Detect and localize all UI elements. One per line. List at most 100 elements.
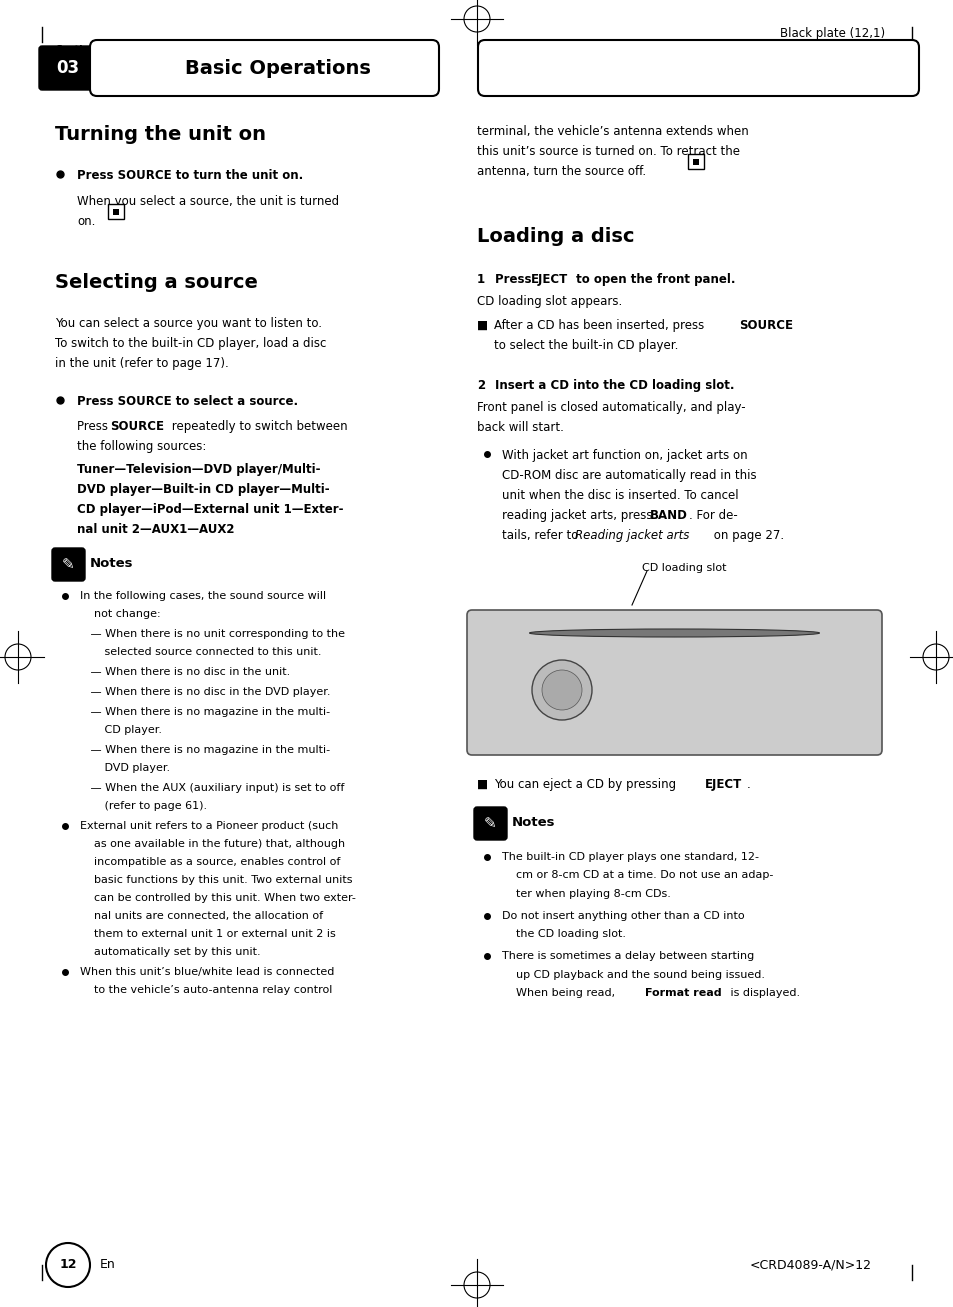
FancyBboxPatch shape xyxy=(687,154,703,169)
Text: Black plate (12,1): Black plate (12,1) xyxy=(780,27,884,41)
Text: En: En xyxy=(100,1259,115,1272)
Text: unit when the disc is inserted. To cancel: unit when the disc is inserted. To cance… xyxy=(501,489,738,502)
Text: DVD player.: DVD player. xyxy=(80,763,170,772)
Text: the following sources:: the following sources: xyxy=(77,440,206,454)
FancyBboxPatch shape xyxy=(474,806,506,840)
Text: on.: on. xyxy=(77,214,95,227)
Text: incompatible as a source, enables control of: incompatible as a source, enables contro… xyxy=(80,857,340,867)
Text: antenna, turn the source off.: antenna, turn the source off. xyxy=(476,165,645,178)
FancyBboxPatch shape xyxy=(112,209,119,214)
Text: When being read,: When being read, xyxy=(501,988,618,999)
Text: Front panel is closed automatically, and play-: Front panel is closed automatically, and… xyxy=(476,401,745,414)
Text: 12: 12 xyxy=(59,1259,76,1272)
Text: nal units are connected, the allocation of: nal units are connected, the allocation … xyxy=(80,911,323,921)
Text: With jacket art function on, jacket arts on: With jacket art function on, jacket arts… xyxy=(501,450,747,461)
Text: .: . xyxy=(746,778,750,791)
Text: To switch to the built-in CD player, load a disc: To switch to the built-in CD player, loa… xyxy=(55,337,326,350)
Text: nal unit 2—AUX1—AUX2: nal unit 2—AUX1—AUX2 xyxy=(77,523,234,536)
Text: Press SOURCE to turn the unit on.: Press SOURCE to turn the unit on. xyxy=(77,169,303,182)
Text: <CRD4089-A/N>12: <CRD4089-A/N>12 xyxy=(749,1259,871,1272)
Text: In the following cases, the sound source will: In the following cases, the sound source… xyxy=(80,591,326,601)
Text: Press SOURCE to select a source.: Press SOURCE to select a source. xyxy=(77,395,297,408)
Text: CD player—iPod—External unit 1—Exter-: CD player—iPod—External unit 1—Exter- xyxy=(77,503,343,516)
Text: When this unit’s blue/white lead is connected: When this unit’s blue/white lead is conn… xyxy=(80,967,334,978)
Text: up CD playback and the sound being issued.: up CD playback and the sound being issue… xyxy=(501,970,764,980)
Text: is displayed.: is displayed. xyxy=(726,988,800,999)
Text: External unit refers to a Pioneer product (such: External unit refers to a Pioneer produc… xyxy=(80,821,338,831)
Text: You can eject a CD by pressing: You can eject a CD by pressing xyxy=(494,778,679,791)
Text: BAND: BAND xyxy=(649,508,687,521)
Text: — When there is no unit corresponding to the: — When there is no unit corresponding to… xyxy=(80,629,345,639)
Text: Press: Press xyxy=(495,273,535,286)
Text: CD loading slot: CD loading slot xyxy=(641,563,726,572)
Text: Reading jacket arts: Reading jacket arts xyxy=(575,529,689,542)
Text: them to external unit 1 or external unit 2 is: them to external unit 1 or external unit… xyxy=(80,929,335,938)
Text: (refer to page 61).: (refer to page 61). xyxy=(80,801,207,812)
Circle shape xyxy=(532,660,592,720)
Text: CD-ROM disc are automatically read in this: CD-ROM disc are automatically read in th… xyxy=(501,469,756,482)
Text: Basic Operations: Basic Operations xyxy=(185,59,371,77)
Text: SOURCE: SOURCE xyxy=(739,319,792,332)
Text: automatically set by this unit.: automatically set by this unit. xyxy=(80,948,260,957)
Text: — When there is no disc in the unit.: — When there is no disc in the unit. xyxy=(80,667,290,677)
Text: 1: 1 xyxy=(476,273,485,286)
Text: Tuner—Television—DVD player/Multi-: Tuner—Television—DVD player/Multi- xyxy=(77,463,320,476)
Text: 2: 2 xyxy=(476,379,485,392)
Text: cm or 8-cm CD at a time. Do not use an adap-: cm or 8-cm CD at a time. Do not use an a… xyxy=(501,870,773,881)
Text: the CD loading slot.: the CD loading slot. xyxy=(501,929,625,940)
FancyBboxPatch shape xyxy=(90,41,438,95)
Text: not change:: not change: xyxy=(80,609,160,620)
Text: Notes: Notes xyxy=(512,816,555,829)
Text: Insert a CD into the CD loading slot.: Insert a CD into the CD loading slot. xyxy=(495,379,734,392)
Text: CD player.: CD player. xyxy=(80,725,162,735)
FancyBboxPatch shape xyxy=(692,159,699,165)
Text: The built-in CD player plays one standard, 12-: The built-in CD player plays one standar… xyxy=(501,852,759,863)
Text: in the unit (refer to page 17).: in the unit (refer to page 17). xyxy=(55,357,229,370)
Text: Section: Section xyxy=(55,44,96,55)
Text: When you select a source, the unit is turned: When you select a source, the unit is tu… xyxy=(77,195,338,208)
Text: Press: Press xyxy=(77,420,112,433)
Text: on page 27.: on page 27. xyxy=(709,529,783,542)
Text: repeatedly to switch between: repeatedly to switch between xyxy=(168,420,347,433)
Text: After a CD has been inserted, press: After a CD has been inserted, press xyxy=(494,319,707,332)
Text: to open the front panel.: to open the front panel. xyxy=(572,273,735,286)
Text: ✎: ✎ xyxy=(62,557,74,572)
Text: to select the built-in CD player.: to select the built-in CD player. xyxy=(494,339,678,352)
Text: reading jacket arts, press: reading jacket arts, press xyxy=(501,508,656,521)
Text: ter when playing 8-cm CDs.: ter when playing 8-cm CDs. xyxy=(501,889,670,899)
Text: Selecting a source: Selecting a source xyxy=(55,273,257,291)
Text: ■: ■ xyxy=(476,319,488,332)
Text: You can select a source you want to listen to.: You can select a source you want to list… xyxy=(55,318,322,329)
Text: CD loading slot appears.: CD loading slot appears. xyxy=(476,295,621,308)
FancyBboxPatch shape xyxy=(467,610,882,755)
Text: as one available in the future) that, although: as one available in the future) that, al… xyxy=(80,839,345,850)
Text: 03: 03 xyxy=(56,59,79,77)
Text: Loading a disc: Loading a disc xyxy=(476,227,634,246)
Text: to the vehicle’s auto-antenna relay control: to the vehicle’s auto-antenna relay cont… xyxy=(80,985,332,995)
Text: — When there is no disc in the DVD player.: — When there is no disc in the DVD playe… xyxy=(80,687,330,697)
Circle shape xyxy=(541,670,581,710)
FancyBboxPatch shape xyxy=(477,41,918,95)
Text: tails, refer to: tails, refer to xyxy=(501,529,581,542)
Text: Format read: Format read xyxy=(644,988,720,999)
Text: Notes: Notes xyxy=(90,557,133,570)
Text: Turning the unit on: Turning the unit on xyxy=(55,125,266,144)
Text: — When there is no magazine in the multi-: — When there is no magazine in the multi… xyxy=(80,745,330,755)
Text: SOURCE: SOURCE xyxy=(110,420,164,433)
Text: EJECT: EJECT xyxy=(531,273,568,286)
Text: — When the AUX (auxiliary input) is set to off: — When the AUX (auxiliary input) is set … xyxy=(80,783,344,793)
Text: Do not insert anything other than a CD into: Do not insert anything other than a CD i… xyxy=(501,911,744,921)
Text: this unit’s source is turned on. To retract the: this unit’s source is turned on. To retr… xyxy=(476,145,740,158)
Text: back will start.: back will start. xyxy=(476,421,563,434)
FancyBboxPatch shape xyxy=(52,548,85,582)
FancyBboxPatch shape xyxy=(39,46,97,90)
Text: DVD player—Built-in CD player—Multi-: DVD player—Built-in CD player—Multi- xyxy=(77,484,330,495)
Text: ■: ■ xyxy=(476,778,488,791)
Text: basic functions by this unit. Two external units: basic functions by this unit. Two extern… xyxy=(80,874,352,885)
Text: There is sometimes a delay between starting: There is sometimes a delay between start… xyxy=(501,951,754,962)
Text: can be controlled by this unit. When two exter-: can be controlled by this unit. When two… xyxy=(80,893,355,903)
Text: ✎: ✎ xyxy=(483,816,497,831)
Ellipse shape xyxy=(529,629,819,637)
FancyBboxPatch shape xyxy=(108,204,124,220)
Text: — When there is no magazine in the multi-: — When there is no magazine in the multi… xyxy=(80,707,330,718)
